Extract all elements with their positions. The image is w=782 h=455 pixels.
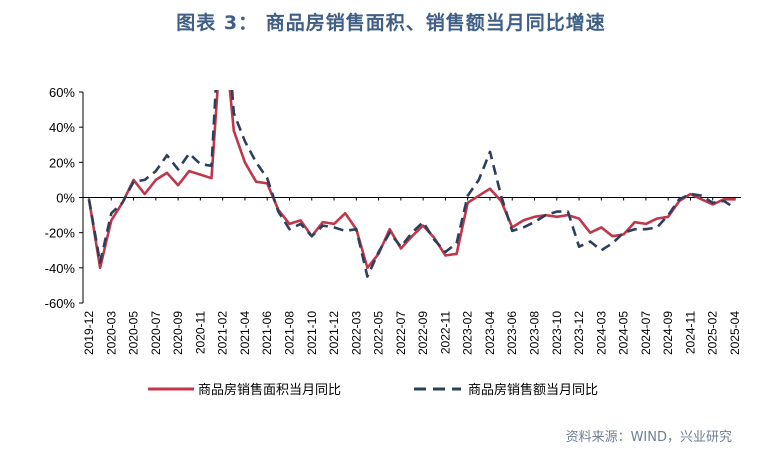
x-tick-label: 2022-09 (416, 311, 430, 355)
x-tick-label: 2024-07 (639, 311, 653, 355)
x-tick-label: 2021-12 (327, 311, 341, 355)
y-tick-label: 0% (56, 191, 75, 206)
source-note: 资料来源：WIND，兴业研究 (565, 430, 732, 445)
y-tick-label: 60% (49, 85, 75, 100)
x-tick-label: 2020-11 (193, 311, 207, 354)
chart-title: 图表 3： 商品房销售面积、销售额当月同比增速 (176, 12, 606, 34)
x-tick-label: 2023-02 (461, 311, 475, 355)
y-tick-label: 40% (49, 120, 75, 135)
x-tick-label: 2024-05 (617, 311, 631, 355)
x-axis: 2019-12 2020-03 2020-05 2020-07 2020-09 2020-… (82, 197, 742, 355)
x-tick-label: 2022-03 (349, 311, 363, 355)
x-tick-label: 2020-05 (127, 311, 141, 355)
series-line-area (87, 90, 735, 270)
x-tick-label: 2023-04 (483, 311, 497, 355)
x-tick-label: 2021-10 (305, 311, 319, 355)
x-tick-label: 2021-02 (216, 311, 230, 355)
legend: 商品房销售面积当月同比 商品房销售额当月同比 (148, 382, 598, 398)
x-tick-label: 2022-05 (372, 311, 386, 355)
y-tick-label: 20% (49, 155, 75, 170)
x-tick-label: 2023-06 (505, 311, 519, 355)
y-axis: -60% -40% -20% 0% 20% 40% 60% (45, 85, 84, 311)
legend-label-amount: 商品房销售额当月同比 (468, 382, 598, 398)
x-tick-label: 2020-09 (171, 311, 185, 355)
x-tick-label: 2024-11 (683, 311, 697, 354)
x-tick-label: 2023-10 (550, 311, 564, 355)
plot-area (87, 90, 736, 278)
x-tick-label: 2023-12 (572, 311, 586, 355)
x-tick-label: 2021-04 (238, 311, 252, 355)
x-tick-label: 2022-07 (394, 311, 408, 355)
x-tick-label: 2022-11 (438, 311, 452, 354)
x-tick-label: 2024-09 (661, 311, 675, 355)
x-tick-label: 2021-06 (260, 311, 274, 355)
x-tick-label: 2020-03 (104, 311, 118, 355)
y-tick-label: -20% (45, 226, 76, 241)
x-tick-label: 2020-07 (149, 311, 163, 355)
legend-label-area: 商品房销售面积当月同比 (198, 382, 341, 398)
x-tick-label: 2021-08 (282, 311, 296, 355)
x-tick-label: 2019-12 (82, 311, 96, 355)
x-tick-label: 2024-03 (594, 311, 608, 355)
series-line-amount (87, 90, 736, 278)
y-tick-label: -40% (45, 261, 76, 276)
x-tick-label: 2025-02 (706, 311, 720, 355)
y-tick-label: -60% (45, 296, 76, 311)
x-tick-label: 2025-04 (728, 311, 742, 355)
x-tick-label: 2023-08 (528, 311, 542, 355)
